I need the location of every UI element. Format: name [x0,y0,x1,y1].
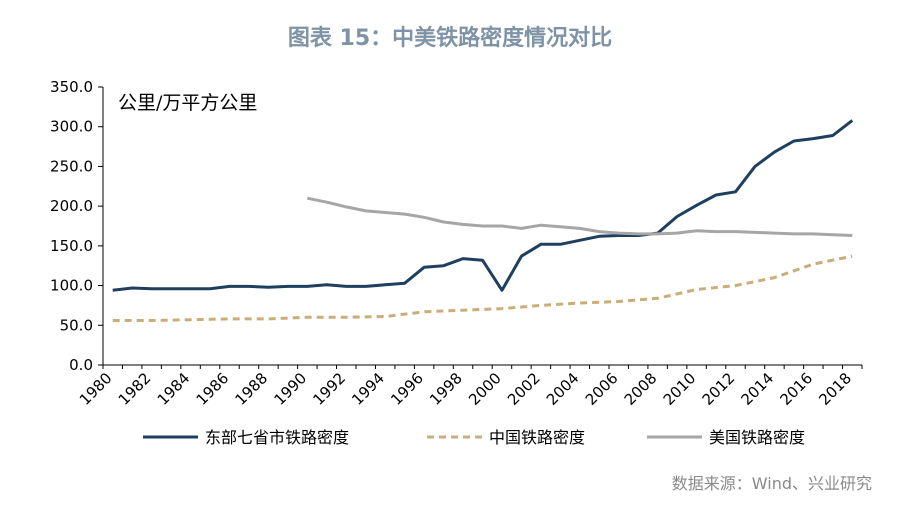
x-tick-label: 1994 [348,369,388,409]
y-tick-label: 200.0 [50,197,93,215]
series-line-3 [306,196,853,237]
series-layer [112,119,854,322]
legend-label-2: 中国铁路密度 [489,428,585,447]
x-tick-label: 2002 [504,369,544,409]
x-tick-label: 2004 [543,369,583,409]
x-tick-label: 1990 [270,369,310,409]
x-tick-label: 1988 [232,369,272,409]
y-tick-label: 150.0 [50,237,93,255]
y-axis-ticks: 0.0 50.0 100.0 150.0 200.0 250.0 300.0 350.0 [50,78,103,374]
series-line-2 [112,254,853,322]
x-axis-ticks: 1980 1982 1984 1986 1988 1990 1992 1994 1996 1998… [76,365,863,409]
x-tick-label: 2012 [699,369,739,409]
y-tick-label: 0.0 [69,356,93,374]
y-tick-label: 50.0 [60,316,93,334]
x-tick-label: 1996 [387,369,427,409]
x-tick-label: 2008 [621,369,661,409]
series-line-1 [112,119,854,292]
x-tick-label: 1980 [76,369,116,409]
x-tick-label: 1982 [115,369,155,409]
x-tick-label: 2018 [815,369,855,409]
y-tick-label: 350.0 [50,78,93,96]
x-tick-label: 1984 [154,369,194,409]
y-tick-label: 100.0 [50,277,93,295]
x-tick-label: 1986 [193,369,233,409]
legend-label-1: 东部七省市铁路密度 [205,428,349,447]
x-tick-label: 1998 [426,369,466,409]
x-tick-label: 2010 [660,369,700,409]
source-note: 数据来源：Wind、兴业研究 [671,474,872,493]
y-tick-label: 250.0 [50,157,93,175]
chart-axes [102,87,862,366]
legend: 东部七省市铁路密度 中国铁路密度 美国铁路密度 [143,428,805,447]
y-tick-label: 300.0 [50,118,93,136]
x-tick-label: 2014 [738,369,778,409]
x-tick-label: 2000 [465,369,505,409]
chart-title: 图表 15：中美铁路密度情况对比 [287,26,613,51]
unit-label: 公里/万平方公里 [118,92,257,114]
x-tick-label: 2006 [582,369,622,409]
x-tick-label: 2016 [776,369,816,409]
x-tick-label: 1992 [309,369,349,409]
legend-label-3: 美国铁路密度 [709,428,805,447]
